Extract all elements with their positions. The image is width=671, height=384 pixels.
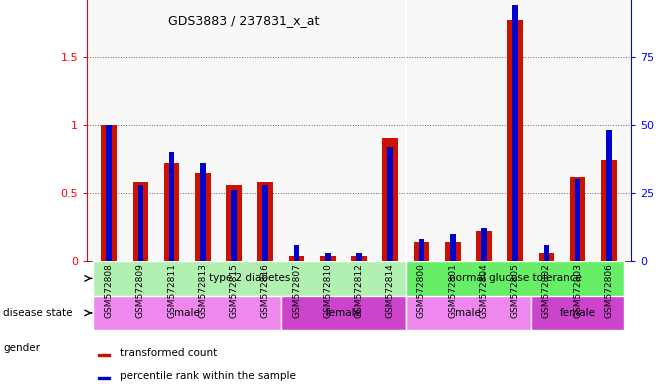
Text: GSM572810: GSM572810 — [323, 263, 332, 318]
Text: male: male — [174, 308, 200, 318]
Bar — [575, 179, 580, 261]
Text: GDS3883 / 237831_x_at: GDS3883 / 237831_x_at — [168, 14, 319, 27]
Bar — [356, 253, 362, 261]
Text: normal glucose tolerance: normal glucose tolerance — [449, 273, 582, 283]
Text: GSM572816: GSM572816 — [261, 263, 270, 318]
Bar — [513, 5, 518, 261]
Bar — [387, 147, 393, 261]
Text: GSM572806: GSM572806 — [605, 263, 613, 318]
Bar — [98, 377, 110, 379]
Bar — [507, 20, 523, 261]
Bar — [169, 152, 174, 261]
Text: GSM572804: GSM572804 — [480, 263, 488, 318]
Bar — [258, 182, 273, 261]
Text: GSM572814: GSM572814 — [386, 263, 395, 318]
Bar — [476, 231, 492, 261]
Bar — [445, 242, 460, 261]
Bar — [195, 172, 211, 261]
Bar — [481, 228, 486, 261]
Bar — [406, 296, 531, 330]
Bar — [93, 261, 406, 296]
Text: GSM572815: GSM572815 — [229, 263, 238, 318]
Bar — [200, 163, 205, 261]
Text: GSM572813: GSM572813 — [199, 263, 207, 318]
Bar — [106, 125, 112, 261]
Text: percentile rank within the sample: percentile rank within the sample — [120, 371, 296, 381]
Bar — [93, 296, 281, 330]
Bar — [325, 253, 331, 261]
Text: GSM572800: GSM572800 — [417, 263, 426, 318]
Text: GSM572802: GSM572802 — [542, 263, 551, 318]
Bar — [289, 256, 305, 261]
Text: transformed count: transformed count — [120, 348, 217, 358]
Text: GSM572809: GSM572809 — [136, 263, 145, 318]
Text: female: female — [560, 308, 596, 318]
Bar — [606, 130, 612, 261]
Bar — [231, 190, 237, 261]
Bar — [382, 139, 398, 261]
Bar — [138, 185, 143, 261]
Bar — [570, 177, 586, 261]
Bar — [98, 354, 110, 356]
Text: male: male — [456, 308, 481, 318]
Bar — [544, 245, 550, 261]
Bar — [294, 245, 299, 261]
Text: GSM572808: GSM572808 — [105, 263, 113, 318]
Bar — [164, 163, 179, 261]
Bar — [413, 242, 429, 261]
Bar — [450, 234, 456, 261]
Text: GSM572811: GSM572811 — [167, 263, 176, 318]
Bar — [281, 296, 406, 330]
Bar — [351, 256, 367, 261]
Text: GSM572805: GSM572805 — [511, 263, 519, 318]
Text: GSM572803: GSM572803 — [573, 263, 582, 318]
Bar — [419, 239, 424, 261]
Text: GSM572812: GSM572812 — [354, 263, 364, 318]
Bar — [601, 160, 617, 261]
Text: type 2 diabetes: type 2 diabetes — [209, 273, 291, 283]
Text: gender: gender — [3, 343, 40, 353]
Text: female: female — [325, 308, 362, 318]
Bar — [133, 182, 148, 261]
Text: disease state: disease state — [3, 308, 73, 318]
Bar — [531, 296, 625, 330]
Bar — [539, 253, 554, 261]
Bar — [101, 125, 117, 261]
Text: GSM572807: GSM572807 — [292, 263, 301, 318]
Bar — [226, 185, 242, 261]
Bar — [320, 256, 336, 261]
Bar — [406, 261, 625, 296]
Text: GSM572801: GSM572801 — [448, 263, 457, 318]
Bar — [262, 185, 268, 261]
